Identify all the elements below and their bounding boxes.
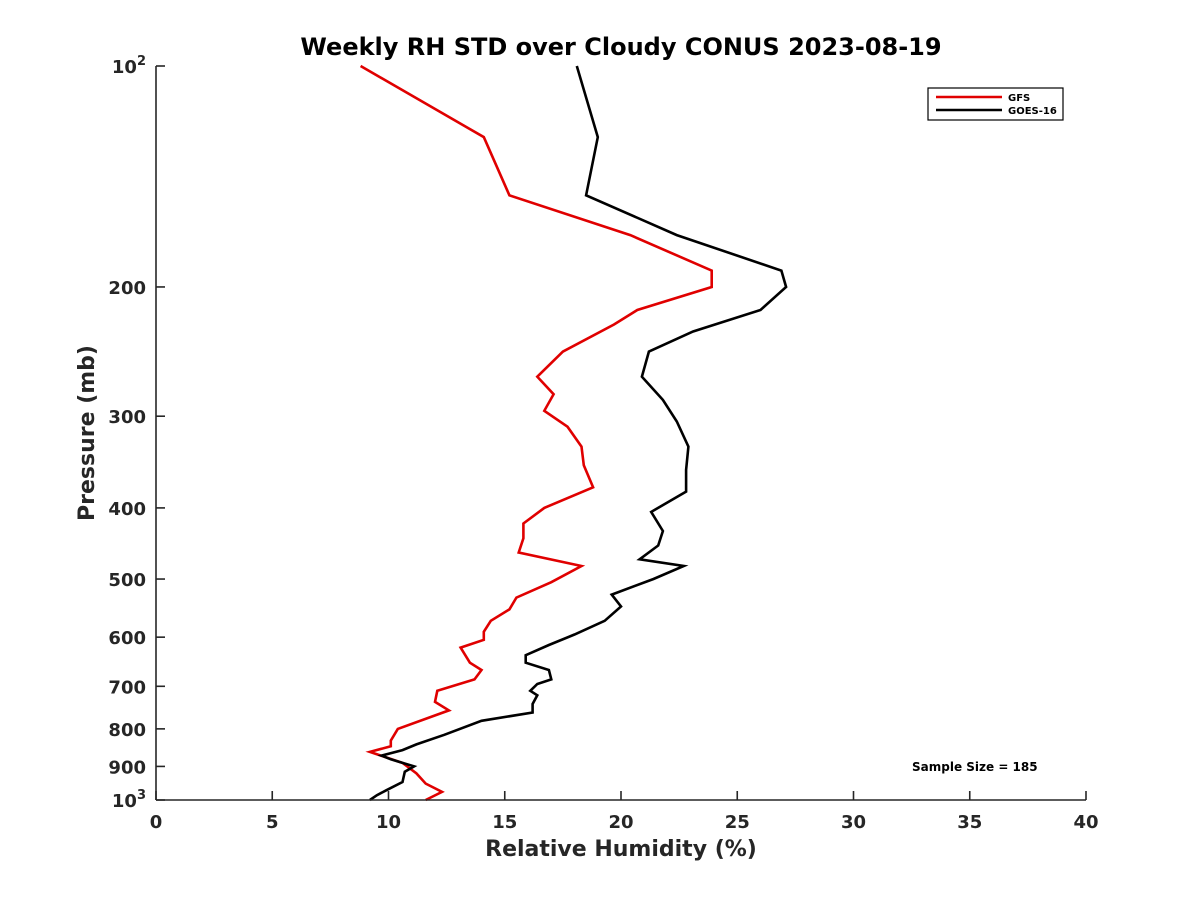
series-layer xyxy=(359,64,788,802)
y-tick-label: 600 xyxy=(108,628,146,649)
y-tick-label: 103 xyxy=(112,788,146,812)
sample-size-annotation: Sample Size = 185 xyxy=(912,760,1038,774)
x-tick-label: 25 xyxy=(725,812,750,833)
y-tick-exponent: 2 xyxy=(137,54,146,69)
y-tick-base: 10 xyxy=(112,57,137,78)
y-tick-label: 102 xyxy=(112,54,146,78)
x-tick-label: 10 xyxy=(376,812,401,833)
series-line-goes-16 xyxy=(369,65,788,802)
y-tick-label: 400 xyxy=(108,499,146,520)
legend-box xyxy=(927,87,1064,121)
series-line-gfs xyxy=(359,64,714,802)
legend-label: GFS xyxy=(1008,93,1030,104)
chart-title: Weekly RH STD over Cloudy CONUS 2023-08-… xyxy=(300,33,941,61)
x-tick-label: 15 xyxy=(492,812,517,833)
x-tick-label: 35 xyxy=(957,812,982,833)
y-tick-label: 900 xyxy=(108,757,146,778)
y-tick-label: 500 xyxy=(108,570,146,591)
x-tick-label: 30 xyxy=(841,812,866,833)
y-tick-label: 200 xyxy=(108,278,146,299)
axes: 0 5 10 15 20 25 30 35 40102200300400500600700800… xyxy=(108,54,1098,833)
x-tick-label: 5 xyxy=(266,812,279,833)
y-tick-label: 300 xyxy=(108,407,146,428)
legend-label: GOES-16 xyxy=(1008,106,1057,117)
y-tick-label: 800 xyxy=(108,720,146,741)
y-tick-label: 700 xyxy=(108,677,146,698)
x-tick-label: 40 xyxy=(1073,812,1098,833)
x-tick-label: 0 xyxy=(150,812,163,833)
y-axis-label: Pressure (mb) xyxy=(75,345,100,521)
legend: GFS GOES-16 xyxy=(927,87,1064,121)
y-tick-base: 10 xyxy=(112,791,137,812)
y-tick-exponent: 3 xyxy=(137,788,146,803)
x-tick-label: 20 xyxy=(608,812,633,833)
x-axis-label: Relative Humidity (%) xyxy=(485,837,757,862)
